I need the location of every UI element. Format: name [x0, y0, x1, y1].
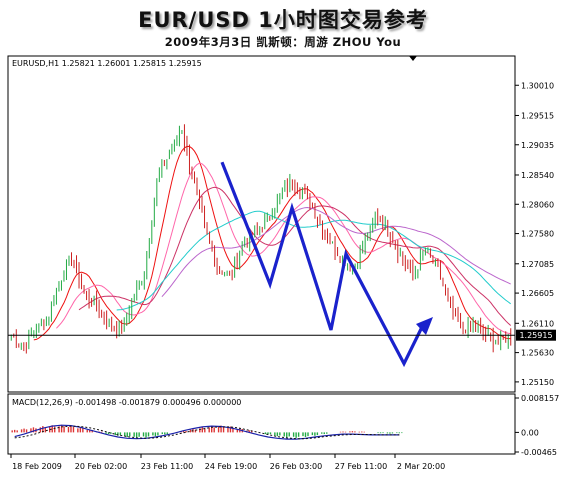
y-tick-label: 1.25150 — [521, 378, 554, 387]
macd-signal-line — [14, 425, 400, 440]
x-tick-label: 2 Mar 20:00 — [397, 462, 445, 471]
chart-shift-marker — [409, 56, 417, 61]
x-tick-label: 24 Feb 19:00 — [205, 462, 257, 471]
wave-overlay — [220, 161, 433, 368]
x-tick-label: 20 Feb 02:00 — [75, 462, 127, 471]
price-panel — [7, 55, 516, 393]
moving-average-line — [33, 145, 511, 341]
moving-average-line — [78, 186, 512, 326]
y-tick-label: 1.30010 — [521, 81, 554, 90]
current-price-box — [516, 329, 556, 341]
y-tick-label: 1.26605 — [521, 289, 554, 298]
moving-average-line — [161, 206, 511, 298]
wave-arrowhead — [416, 316, 433, 335]
y-tick-label: 1.25630 — [521, 349, 554, 358]
y-tick-label: 1.29035 — [521, 141, 554, 150]
x-tick-label: 23 Feb 11:00 — [141, 462, 193, 471]
macd-series — [11, 424, 403, 440]
chart-subtitle: 2009年3月3日 凯斯顿：周游 ZHOU You — [164, 35, 402, 49]
price-panel-header: EURUSD,H1 1.25821 1.26001 1.25815 1.2591… — [12, 59, 202, 68]
y-tick-label: 1.29515 — [521, 111, 554, 120]
time-x-axis: 18 Feb 2009 20 Feb 02:00 23 Feb 11:00 24 Fe… — [10, 454, 445, 471]
macd-y-tick-label: 0.00 — [521, 428, 539, 437]
current-price-label: 1.25915 — [519, 331, 552, 340]
y-tick-label: 1.28060 — [521, 200, 554, 209]
wave-line — [220, 161, 424, 368]
macd-panel — [7, 393, 516, 455]
y-tick-label: 1.26110 — [521, 319, 554, 328]
x-tick-label: 27 Feb 11:00 — [335, 462, 387, 471]
price-y-axis: 1.30010 1.29515 1.29035 1.28540 1.28060 1.275… — [515, 81, 554, 387]
y-tick-label: 1.28540 — [521, 171, 554, 180]
macd-y-axis: 0.008157 0.00 -0.00465 — [515, 394, 559, 457]
x-tick-label: 18 Feb 2009 — [12, 462, 62, 471]
y-tick-label: 1.27580 — [521, 230, 554, 239]
macd-line — [14, 424, 400, 440]
macd-panel-header: MACD(12,26,9) -0.001498 -0.001879 0.0004… — [12, 398, 241, 407]
macd-y-tick-label: 0.008157 — [521, 394, 559, 403]
x-tick-label: 26 Feb 03:00 — [270, 462, 322, 471]
y-tick-label: 1.27085 — [521, 260, 554, 269]
chart-title: EUR/USD 1小时图交易参考 — [138, 8, 428, 32]
moving-average-line — [116, 210, 512, 311]
macd-y-tick-label: -0.00465 — [521, 448, 557, 457]
